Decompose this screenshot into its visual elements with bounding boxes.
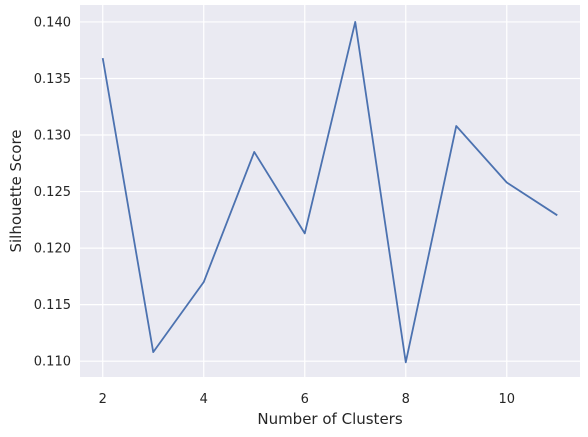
series-line <box>101 21 558 364</box>
grid <box>80 5 580 377</box>
x-tick-labels: 2 4 6 8 10 <box>99 392 515 407</box>
y-tick-label: 0.135 <box>34 72 71 87</box>
x-tick-label: 10 <box>498 392 515 407</box>
y-tick-labels: 0.110 0.115 0.120 0.125 0.130 0.135 0.140 <box>34 15 71 369</box>
y-tick-label: 0.140 <box>34 15 71 30</box>
x-tick-label: 2 <box>99 392 107 407</box>
y-axis-label: Silhouette Score <box>7 129 25 252</box>
y-tick-label: 0.115 <box>34 298 71 313</box>
x-axis-label: Number of Clusters <box>257 410 402 428</box>
x-tick-label: 8 <box>402 392 410 407</box>
y-tick-label: 0.120 <box>34 242 71 257</box>
x-tick-label: 4 <box>200 392 208 407</box>
y-tick-label: 0.125 <box>34 185 71 200</box>
x-tick-label: 6 <box>301 392 309 407</box>
y-tick-label: 0.110 <box>34 355 71 370</box>
y-tick-label: 0.130 <box>34 129 71 144</box>
